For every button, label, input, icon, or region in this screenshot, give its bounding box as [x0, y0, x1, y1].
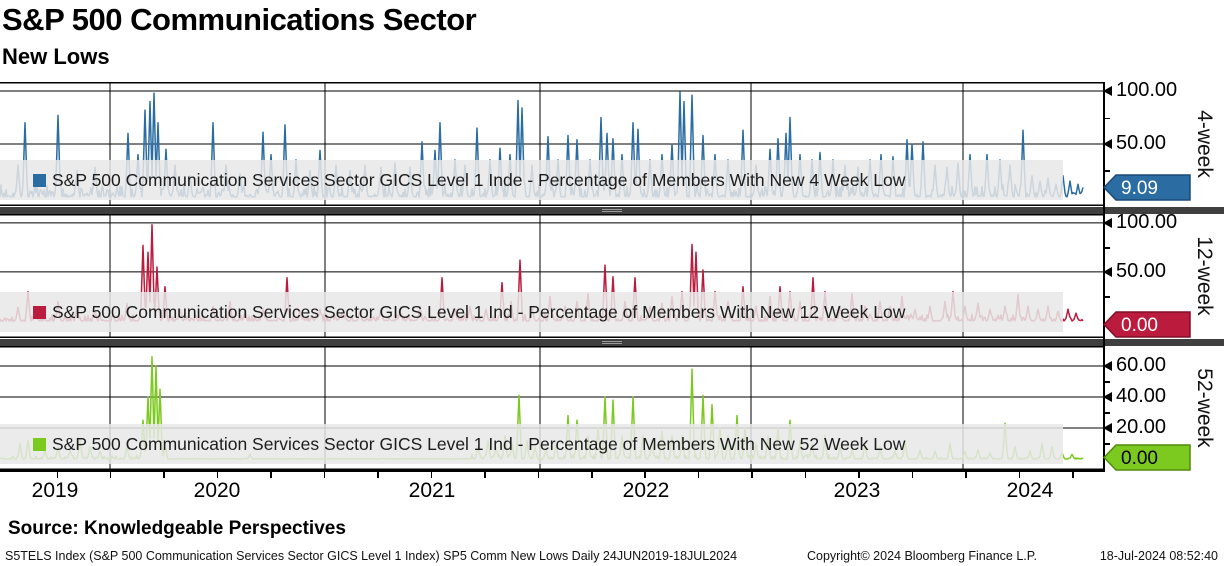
x-quarter-tick — [1018, 470, 1021, 478]
x-axis — [0, 470, 1105, 472]
legend-52-week: S&P 500 Communication Services Sector GI… — [0, 424, 905, 464]
last-value-badge-52-week: 0.00 — [1103, 444, 1191, 471]
y-minor-tick — [1103, 381, 1110, 383]
y-tick-label: 100.00 — [1116, 79, 1178, 101]
y-minor-tick — [1103, 443, 1110, 445]
chart-title: S&P 500 Communications Sector — [2, 2, 477, 37]
x-quarter-tick — [216, 470, 219, 478]
x-quarter-tick — [109, 470, 112, 478]
x-quarter-tick — [323, 470, 326, 478]
chart-subtitle: New Lows — [2, 44, 110, 69]
y-tick-arrow-icon — [1103, 217, 1112, 228]
x-axis-year-label: 2021 — [408, 479, 456, 502]
x-quarter-tick — [163, 470, 165, 478]
panel-side-label-4-week: 4-week — [1193, 110, 1216, 178]
legend-label: S&P 500 Communication Services Sector GI… — [52, 433, 906, 454]
y-tick-label: 100.00 — [1116, 210, 1178, 233]
y-minor-tick — [1103, 296, 1110, 298]
y-tick-arrow-icon — [1103, 391, 1112, 402]
y-tick-label: 20.00 — [1116, 415, 1167, 438]
y-tick-arrow-icon — [1103, 422, 1112, 433]
svg-text:9.09: 9.09 — [1121, 178, 1158, 199]
y-tick-arrow-icon — [1103, 360, 1112, 371]
x-quarter-tick — [56, 470, 58, 478]
x-quarter-tick — [911, 470, 914, 478]
x-quarter-tick — [537, 470, 540, 478]
svg-text:0.00: 0.00 — [1121, 448, 1158, 469]
footer-security-description: S5TELS Index (S&P 500 Communication Serv… — [5, 549, 738, 563]
x-axis-year-label: 2019 — [31, 479, 79, 502]
footer-copyright: Copyright© 2024 Bloomberg Finance L.P. — [807, 549, 1037, 563]
y-tick-label: 40.00 — [1116, 384, 1167, 407]
last-value-badge-4-week: 9.09 — [1103, 174, 1191, 201]
x-quarter-tick — [377, 470, 379, 478]
source-line: Source: Knowledgeable Perspectives — [8, 518, 346, 539]
x-quarter-tick — [965, 470, 967, 478]
x-quarter-tick — [858, 470, 860, 478]
x-quarter-tick — [270, 470, 272, 478]
legend-swatch-icon — [33, 305, 46, 319]
x-axis-year-label: 2020 — [193, 479, 241, 502]
y-minor-tick — [1103, 170, 1110, 172]
chart-panel-12-week: S&P 500 Communication Services Sector GI… — [0, 214, 1103, 338]
x-axis-year-label: 2023 — [833, 479, 881, 502]
footer-timestamp: 18-Jul-2024 08:52:40 — [1099, 549, 1218, 563]
svg-text:0.00: 0.00 — [1121, 315, 1158, 336]
x-quarter-tick — [697, 470, 700, 478]
legend-band — [0, 424, 1063, 464]
legend-band — [0, 292, 1063, 332]
y-minor-tick — [1103, 117, 1110, 119]
x-quarter-tick — [751, 470, 753, 478]
panel-splitter-1[interactable] — [0, 207, 1224, 214]
panel-splitter-2[interactable] — [0, 339, 1224, 346]
y-tick-label: 60.00 — [1116, 353, 1167, 376]
legend-4-week: S&P 500 Communication Services Sector GI… — [0, 160, 905, 200]
last-value-badge-12-week: 0.00 — [1103, 311, 1191, 338]
y-minor-tick — [1103, 247, 1110, 249]
y-minor-tick — [1103, 412, 1110, 414]
legend-band — [0, 160, 1063, 200]
y-tick-label: 50.00 — [1116, 132, 1167, 154]
x-quarter-tick — [644, 470, 646, 478]
chart-panel-52-week: S&P 500 Communication Services Sector GI… — [0, 346, 1103, 470]
legend-12-week: S&P 500 Communication Services Sector GI… — [0, 292, 905, 332]
x-quarter-tick — [804, 470, 807, 478]
legend-swatch-icon — [33, 437, 46, 451]
x-quarter-tick — [430, 470, 433, 478]
chart-panel-4-week: S&P 500 Communication Services Sector GI… — [0, 82, 1103, 206]
panel-side-label-12-week: 12-week — [1193, 236, 1216, 316]
y-tick-arrow-icon — [1103, 86, 1112, 96]
x-quarter-tick — [484, 470, 486, 478]
x-axis-year-label: 2024 — [1006, 479, 1054, 502]
legend-swatch-icon — [33, 173, 46, 187]
x-quarter-tick — [1072, 470, 1074, 478]
x-quarter-tick — [591, 470, 593, 478]
y-tick-label: 50.00 — [1116, 259, 1167, 282]
y-tick-arrow-icon — [1103, 266, 1112, 277]
splitter-grip-icon[interactable] — [602, 208, 622, 213]
x-axis-year-label: 2022 — [622, 479, 670, 502]
panel-side-label-52-week: 52-week — [1193, 368, 1216, 448]
legend-label: S&P 500 Communication Services Sector GI… — [52, 301, 906, 322]
y-tick-arrow-icon — [1103, 139, 1112, 149]
splitter-grip-icon[interactable] — [602, 340, 622, 345]
footer-bar: S5TELS Index (S&P 500 Communication Serv… — [0, 549, 1224, 566]
legend-label: S&P 500 Communication Services Sector GI… — [52, 169, 906, 190]
